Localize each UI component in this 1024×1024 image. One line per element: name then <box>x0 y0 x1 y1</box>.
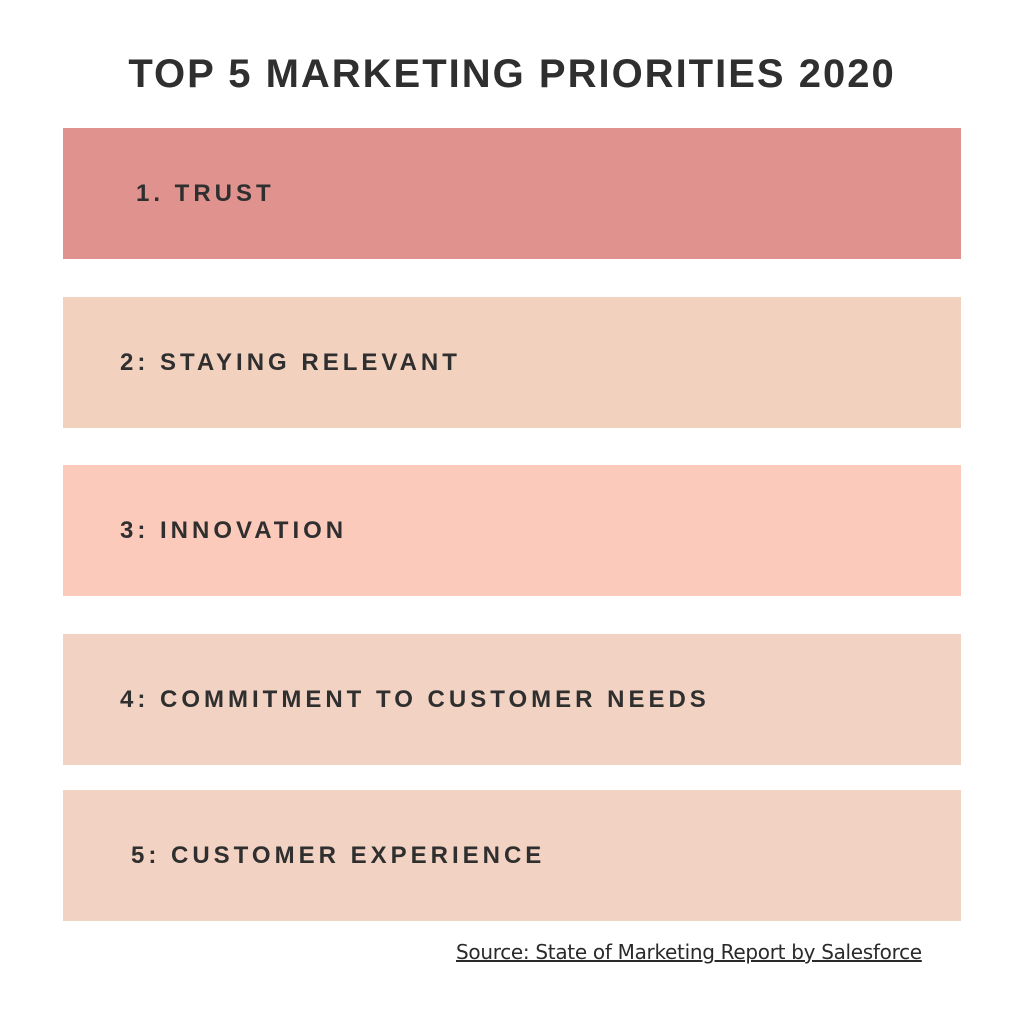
priority-bar-4: 4: COMMITMENT TO CUSTOMER NEEDS <box>63 634 961 765</box>
priority-bar-5: 5: CUSTOMER EXPERIENCE <box>63 790 961 921</box>
priority-label: 3: INNOVATION <box>120 516 348 544</box>
page-title: TOP 5 MARKETING PRIORITIES 2020 <box>128 52 896 96</box>
priority-bar-3: 3: INNOVATION <box>63 465 961 596</box>
source-link[interactable]: Source: State of Marketing Report by Sal… <box>456 940 922 964</box>
priority-bar-2: 2: STAYING RELEVANT <box>63 297 961 428</box>
priority-label: 5: CUSTOMER EXPERIENCE <box>131 841 546 869</box>
priority-label: 4: COMMITMENT TO CUSTOMER NEEDS <box>120 685 710 713</box>
priority-label: 1. TRUST <box>136 179 275 207</box>
priority-bar-1: 1. TRUST <box>63 128 961 259</box>
priority-label: 2: STAYING RELEVANT <box>120 348 461 376</box>
